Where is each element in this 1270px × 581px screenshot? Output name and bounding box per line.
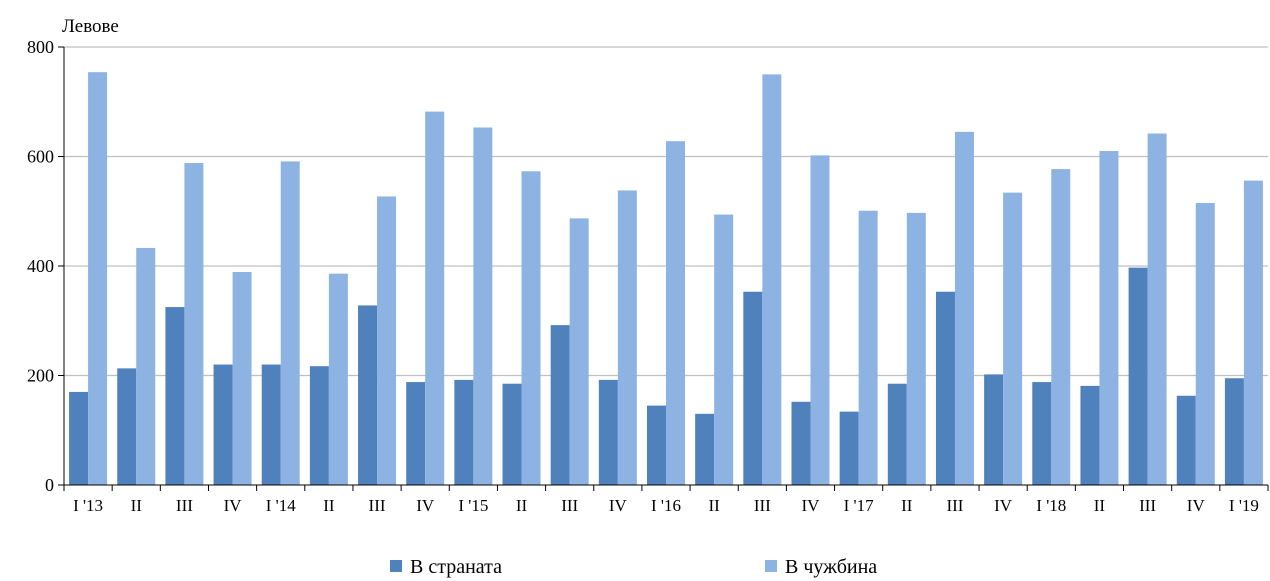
bar-domestic (935, 291, 955, 485)
bar-domestic (791, 401, 811, 485)
y-tick-label: 0 (45, 475, 54, 495)
bar-domestic (984, 374, 1004, 485)
bar-domestic (117, 368, 137, 485)
bar-abroad (377, 196, 397, 485)
bar-domestic (1224, 378, 1244, 485)
legend: В страната В чужбина (390, 556, 877, 578)
bar-domestic (695, 413, 715, 485)
x-tick-label: III (176, 496, 193, 515)
bar-domestic (1080, 385, 1100, 485)
x-tick-label: II (323, 496, 335, 515)
bar-domestic (598, 379, 618, 485)
x-tick-label: I '14 (266, 496, 296, 515)
x-tick-label: IV (224, 496, 243, 515)
y-tick-label: 600 (27, 147, 54, 167)
bar-abroad (473, 127, 493, 486)
bar-domestic (261, 364, 281, 485)
y-tick-labels: 0 200 400 600 800 (27, 37, 64, 495)
bars (69, 72, 1263, 486)
x-tick-label: IV (802, 496, 821, 515)
x-tick-label: I '13 (73, 496, 103, 515)
bar-domestic (165, 307, 185, 485)
bar-domestic (502, 383, 522, 485)
bar-abroad (184, 163, 204, 485)
x-tick-label: IV (1187, 496, 1206, 515)
bar-abroad (1051, 169, 1071, 485)
bar-domestic (309, 366, 329, 485)
x-tick-label: I '16 (651, 496, 681, 515)
x-tick-label: II (901, 496, 913, 515)
x-tick-label: I '17 (844, 496, 874, 515)
x-tick-label: III (946, 496, 963, 515)
x-tick-label: II (516, 496, 528, 515)
bar-abroad (954, 131, 974, 486)
bar-abroad (617, 190, 637, 485)
bar-domestic (358, 305, 378, 485)
bar-domestic (69, 391, 89, 485)
bar-abroad (810, 155, 830, 485)
bar-abroad (906, 212, 926, 485)
bar-abroad (666, 141, 685, 486)
bar-abroad (1147, 133, 1167, 485)
bar-domestic (454, 379, 474, 485)
y-tick-label: 800 (27, 37, 54, 57)
x-tick-label: IV (609, 496, 628, 515)
x-tick-label: II (708, 496, 720, 515)
x-tick-label: III (1139, 496, 1156, 515)
x-tick-label: IV (994, 496, 1013, 515)
bar-abroad (280, 161, 300, 486)
bar-abroad (88, 72, 108, 485)
bar-abroad (232, 272, 252, 485)
bar-abroad (1195, 203, 1215, 485)
x-tick-label: I '18 (1036, 496, 1066, 515)
bar-abroad (858, 210, 878, 485)
x-tick-label: III (561, 496, 578, 515)
x-tick-label: III (369, 496, 386, 515)
bar-abroad (1243, 180, 1263, 485)
bar-domestic (213, 364, 233, 485)
bar-domestic (1176, 395, 1196, 485)
bar-domestic (1032, 382, 1052, 485)
bar-domestic (647, 405, 666, 485)
y-tick-label: 400 (27, 256, 54, 276)
legend-swatch (390, 560, 402, 572)
y-tick-label: 200 (27, 366, 54, 386)
x-tick-label: I '19 (1229, 496, 1259, 515)
bar-domestic (887, 383, 907, 485)
legend-swatch (765, 560, 777, 572)
bar-abroad (425, 111, 445, 485)
bar-abroad (569, 218, 589, 485)
x-tick-label: II (131, 496, 143, 515)
bar-abroad (521, 171, 541, 485)
x-tick-label: IV (416, 496, 435, 515)
bar-domestic (743, 291, 763, 485)
x-axis: I '13 II III IV I '14 II III IV I '15 II III IV I '1… (63, 47, 1269, 515)
bar-abroad (762, 74, 782, 485)
legend-label: В чужбина (785, 556, 877, 578)
y-axis-label: Левове (62, 16, 119, 37)
bar-domestic (1128, 267, 1148, 485)
bar-abroad (136, 247, 156, 485)
x-tick-label: I '15 (458, 496, 488, 515)
bar-domestic (550, 325, 570, 485)
bar-abroad (1099, 151, 1119, 485)
bar-domestic (839, 411, 859, 485)
x-tick-label: III (754, 496, 771, 515)
bar-domestic (406, 382, 426, 485)
bar-abroad (1003, 192, 1023, 485)
legend-label: В страната (410, 556, 502, 578)
x-tick-label: II (1094, 496, 1106, 515)
bar-abroad (714, 214, 734, 485)
bar-abroad (328, 273, 348, 485)
